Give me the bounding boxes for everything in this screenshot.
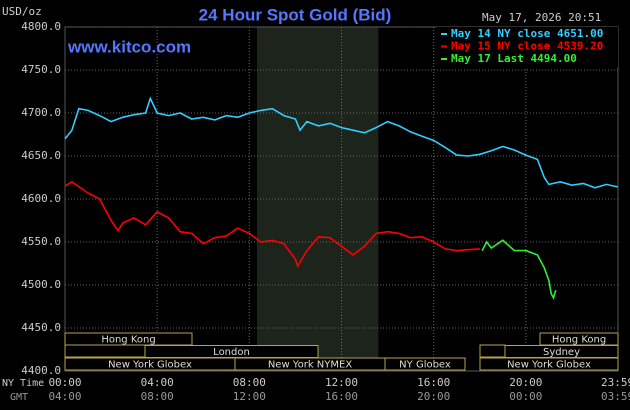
x2-tick-label: 00:00: [509, 390, 542, 403]
legend-label: May 14 NY close 4651.00: [451, 27, 603, 40]
site-label: www.kitco.com: [67, 37, 191, 56]
y-tick-label: 4550.0: [21, 235, 61, 248]
x2-tick-label: 08:00: [141, 390, 174, 403]
x-tick-label: 20:00: [509, 376, 542, 389]
session-box: [384, 357, 466, 371]
series-line: [481, 239, 557, 300]
x-tick-label: 00:00: [48, 376, 81, 389]
x2-tick-label: 12:00: [233, 390, 266, 403]
session-label: Hong Kong: [552, 335, 606, 346]
x-tick-label: 08:00: [233, 376, 266, 389]
y-tick-label: 4650.0: [21, 149, 61, 162]
x2-axis-label: GMT: [10, 392, 28, 403]
y-tick-label: 4750.0: [21, 63, 61, 76]
y-tick-label: 4800.0: [21, 20, 61, 33]
y-tick-label: 4700.0: [21, 106, 61, 119]
session-label: Hong Kong: [101, 335, 155, 346]
x2-tick-label: 03:59: [601, 390, 630, 403]
session-box: [479, 344, 506, 358]
series-line: [64, 96, 619, 189]
y-axis-label: USD/oz: [2, 5, 42, 18]
x2-tick-label: 04:00: [48, 390, 81, 403]
y-tick-label: 4600.0: [21, 192, 61, 205]
legend-label: May 15 NY close 4539.20: [451, 40, 603, 53]
session-label: NY Globex: [399, 360, 451, 371]
chart-title: 24 Hour Spot Gold (Bid): [199, 5, 392, 24]
x-tick-label: 12:00: [325, 376, 358, 389]
session-label: New York Globex: [108, 360, 192, 371]
sessions: Hong Kong London New York Globex New York N…: [64, 332, 619, 371]
legend-box: [436, 27, 618, 67]
series-line: [64, 180, 480, 269]
session-label: New York NYMEX: [268, 360, 353, 371]
session-label: Sydney: [543, 347, 580, 358]
session-label: New York Globex: [507, 360, 591, 371]
session-box: [64, 332, 193, 346]
timestamp: May 17, 2026 20:51: [482, 11, 601, 24]
y-tick-label: 4450.0: [21, 321, 61, 334]
session-box: [64, 344, 146, 358]
x2-tick-label: 20:00: [417, 390, 450, 403]
x-tick-label: 04:00: [141, 376, 174, 389]
x-axis-label: NY Time: [2, 378, 44, 389]
x-tick-label: 16:00: [417, 376, 450, 389]
session-label: London: [213, 347, 250, 358]
legend-label: May 17 Last 4494.00: [451, 52, 577, 65]
x2-tick-label: 16:00: [325, 390, 358, 403]
y-tick-label: 4500.0: [21, 278, 61, 291]
session-box: [479, 357, 619, 371]
x-tick-label: 23:59: [601, 376, 630, 389]
y-tick-label: 4400.0: [21, 364, 61, 377]
